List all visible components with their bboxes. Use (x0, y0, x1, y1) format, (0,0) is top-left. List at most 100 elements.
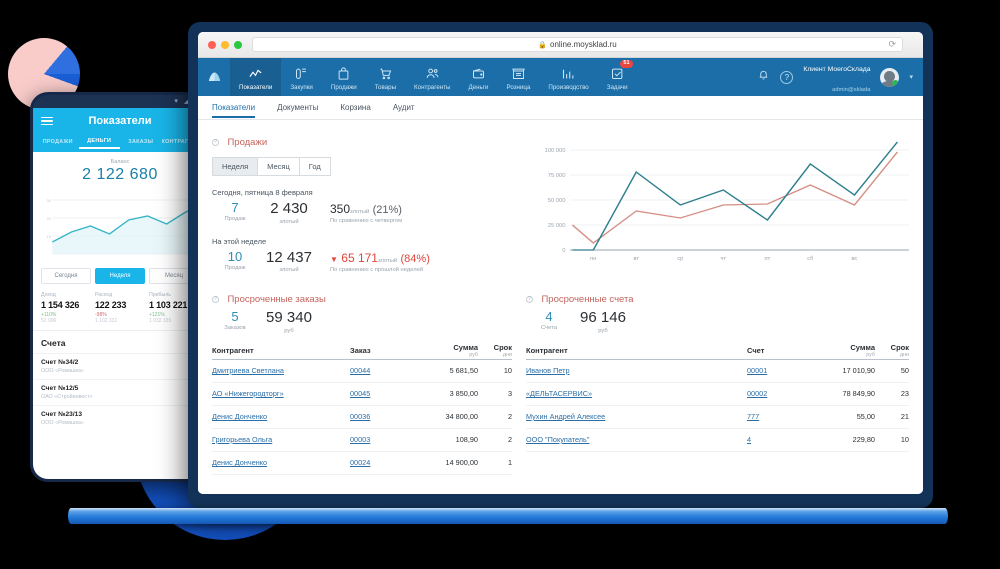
metric-value: 10 (227, 248, 243, 264)
question-icon[interactable]: ? (212, 138, 219, 146)
nav-item-retail[interactable]: Розница (497, 58, 539, 96)
phone-period-week[interactable]: Неделя (95, 268, 145, 284)
list-item[interactable]: Счет №34/2 ООО «Ромашка» (33, 353, 207, 379)
counterparty-link[interactable]: Иванов Петр (526, 366, 570, 375)
browser-chrome: 🔒 online.moysklad.ru ⟳ (198, 32, 923, 58)
phone-account-sub: ООО «Ромашка» (41, 368, 84, 374)
cell-sum: 3 850,00 (410, 382, 478, 406)
col-sum-unit: руб (866, 351, 875, 358)
nav-label: Продажи (330, 84, 357, 91)
table-row[interactable]: Денис Донченко 00036 34 800,00 2 (212, 405, 512, 429)
table-row[interactable]: Иванов Петр 00001 17 010,90 50 (526, 359, 909, 383)
nav-item-counterparties[interactable]: Контрагенты (405, 58, 459, 96)
counterparty-link[interactable]: ООО "Покупатель" (526, 435, 590, 444)
table-row[interactable]: Денис Донченко 00024 14 900,00 1 (212, 451, 512, 475)
nav-item-purchases[interactable]: Закупки (281, 58, 322, 96)
table-row[interactable]: ООО "Покупатель" 4 229,80 10 (526, 428, 909, 452)
phone-tab-money[interactable]: ДЕНЬГИ (78, 138, 120, 149)
cell-days: 21 (875, 405, 909, 429)
period-year-button[interactable]: Год (298, 157, 331, 176)
checkbox-icon (610, 66, 625, 81)
app-logo-icon[interactable] (198, 58, 230, 96)
bell-icon[interactable] (757, 68, 770, 86)
phone-stat-value: 122 233 (95, 300, 127, 310)
phone-tab-counterparties[interactable]: КОНТРАГЕНТЫ (161, 138, 204, 145)
order-link[interactable]: 00044 (350, 366, 371, 375)
close-icon[interactable] (208, 40, 216, 49)
phone-stat-delta2: 52 996 (41, 318, 57, 324)
minimize-icon[interactable] (221, 40, 229, 49)
counterparty-link[interactable]: Мухин Андрей Алексее (526, 412, 606, 421)
question-icon[interactable]: ? (526, 295, 533, 303)
window-controls[interactable] (208, 40, 242, 49)
list-item[interactable]: Счет №23/13 ООО «Ромашка» (33, 405, 207, 431)
order-link[interactable]: 00024 (350, 458, 371, 467)
counterparty-link[interactable]: Дмитриева Светлана (212, 366, 284, 375)
nav-item-indicators[interactable]: Показатели (230, 58, 282, 96)
avatar[interactable] (880, 67, 900, 87)
tab-trash[interactable]: Корзина (340, 103, 371, 112)
phone-tab-sales[interactable]: ПРОДАЖИ (42, 138, 73, 145)
reload-icon[interactable]: ⟳ (888, 39, 896, 49)
metric-unit: Продаж (224, 264, 246, 271)
cell-counterparty: Григорьева Ольга (212, 428, 350, 452)
today-delta: 350злотый (21%) По сравнению с четвергом (320, 201, 402, 224)
list-item[interactable]: Счет №12/5 ОАО «Стройинвест» (33, 379, 207, 405)
shop-icon (511, 66, 526, 81)
counterparty-link[interactable]: Денис Донченко (212, 412, 268, 421)
tab-documents[interactable]: Документы (277, 103, 319, 112)
invoice-link[interactable]: 777 (747, 412, 760, 421)
cell-days: 2 (478, 405, 512, 429)
order-link[interactable]: 00003 (350, 435, 371, 444)
counterparty-link[interactable]: АО «Нижегородторг» (212, 389, 284, 398)
table-row[interactable]: Григорьева Ольга 00003 108,90 2 (212, 428, 512, 452)
nav-item-production[interactable]: Производство (539, 58, 597, 96)
period-week-button[interactable]: Неделя (212, 157, 259, 176)
table-row[interactable]: «ДЕЛЬТАСЕРВИС» 00002 78 849,90 23 (526, 382, 909, 406)
svg-text:25 000: 25 000 (548, 223, 566, 229)
cell-invoice: 4 (747, 428, 807, 452)
nav-item-goods[interactable]: Товары (366, 58, 405, 96)
user-info[interactable]: Клиент МоегоСклада admin@sklada (803, 57, 870, 97)
invoice-link[interactable]: 00001 (747, 366, 768, 375)
maximize-icon[interactable] (234, 40, 242, 49)
divider (33, 330, 207, 331)
table-row[interactable]: АО «Нижегородторг» 00045 3 850,00 3 (212, 382, 512, 406)
chevron-down-icon[interactable]: ▾ (909, 74, 913, 81)
col-term: Срок дни (478, 341, 512, 360)
nav-item-money[interactable]: Деньги (459, 58, 497, 96)
counterparty-link[interactable]: «ДЕЛЬТАСЕРВИС» (526, 389, 593, 398)
phone-period-month[interactable]: Месяц (149, 268, 199, 284)
sales-header: ? Продажи (212, 132, 512, 150)
sub-navigation: Показатели Документы Корзина Аудит (198, 96, 923, 120)
hamburger-icon[interactable] (41, 116, 53, 126)
svg-text:75 000: 75 000 (548, 173, 566, 179)
phone-period-today[interactable]: Сегодня (41, 268, 91, 284)
section-title-invoices: Просроченные счета (541, 294, 634, 305)
table-row[interactable]: Дмитриева Светлана 00044 5 681,50 10 (212, 359, 512, 383)
tab-audit[interactable]: Аудит (392, 103, 415, 112)
order-link[interactable]: 00045 (350, 389, 371, 398)
order-link[interactable]: 00036 (350, 412, 371, 421)
period-month-button[interactable]: Месяц (257, 157, 300, 176)
browser-window: 🔒 online.moysklad.ru ⟳ Показатели (198, 32, 923, 494)
nav-right-group: ? Клиент МоегоСклада admin@sklada ▾ (757, 58, 923, 96)
question-icon[interactable]: ? (780, 70, 794, 84)
invoice-link[interactable]: 4 (747, 435, 752, 444)
phone-stat-key: Расход (95, 292, 113, 298)
nav-item-tasks[interactable]: Задачи 51 (598, 58, 637, 96)
tab-indicators[interactable]: Показатели (212, 98, 256, 118)
phone-tab-orders[interactable]: ЗАКАЗЫ (128, 138, 154, 145)
counterparty-link[interactable]: Денис Донченко (212, 458, 268, 467)
question-icon[interactable]: ? (212, 295, 219, 303)
nav-item-sales[interactable]: Продажи (322, 58, 366, 96)
invoice-link[interactable]: 00002 (747, 389, 768, 398)
cell-invoice: 777 (747, 405, 807, 429)
sales-panel: ? Продажи Неделя Месяц Год Сегодня, пятн… (212, 132, 512, 273)
col-counterparty: Контрагент (526, 345, 568, 355)
table-row[interactable]: Мухин Андрей Алексее 777 55,00 21 (526, 405, 909, 429)
cell-order: 00003 (350, 428, 410, 452)
address-bar[interactable]: 🔒 online.moysklad.ru ⟳ (252, 37, 903, 52)
phone-account-title: Счет №34/2 (41, 359, 79, 366)
counterparty-link[interactable]: Григорьева Ольга (212, 435, 273, 444)
